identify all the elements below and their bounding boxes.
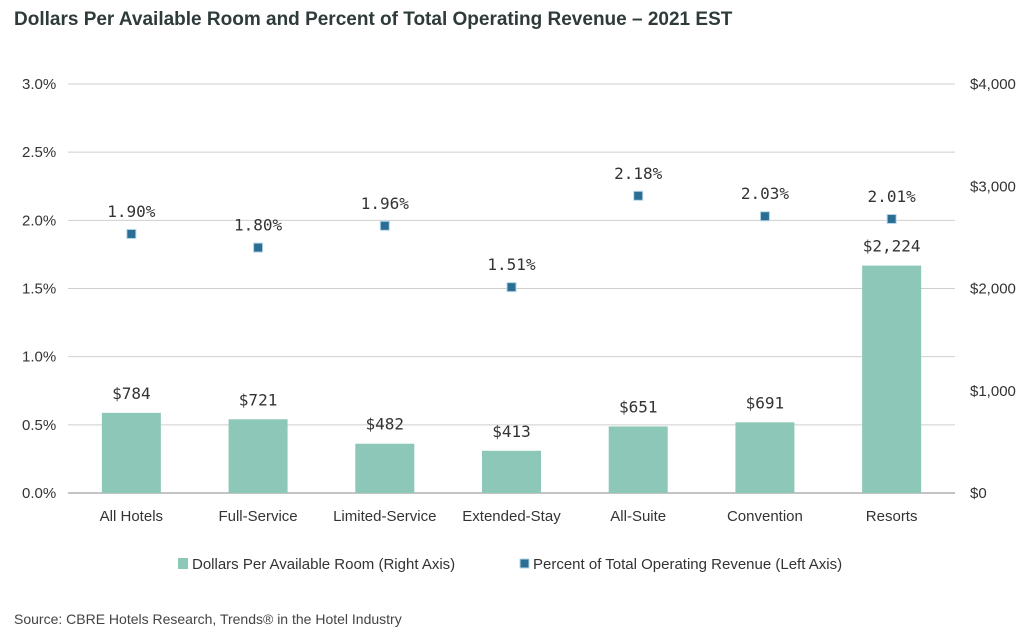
bar-value-label: $784 <box>112 384 151 403</box>
percent-marker <box>886 213 897 224</box>
right-axis-tick-label: $2,000 <box>970 281 1016 298</box>
bar-value-label: $482 <box>366 415 405 434</box>
bar-full-service <box>228 419 288 493</box>
bar-value-label: $651 <box>619 397 658 416</box>
bar-value-label: $691 <box>746 393 785 412</box>
category-label: Convention <box>727 508 803 525</box>
percent-marker <box>759 211 770 222</box>
category-label: Limited-Service <box>333 508 436 525</box>
left-axis-tick-label: 2.5% <box>22 144 56 161</box>
bar-convention <box>735 422 795 493</box>
left-axis-tick-label: 1.0% <box>22 349 56 366</box>
source-note: Source: CBRE Hotels Research, Trends® in… <box>14 611 402 627</box>
percent-value-label: 1.51% <box>487 255 536 274</box>
legend-label-marker: Percent of Total Operating Revenue (Left… <box>533 556 842 573</box>
category-label: Extended-Stay <box>462 508 561 525</box>
bar-value-label: $721 <box>239 390 278 409</box>
chart-title: Dollars Per Available Room and Percent o… <box>14 9 733 30</box>
percent-value-label: 1.96% <box>361 194 410 213</box>
percent-value-label: 1.80% <box>234 216 283 235</box>
left-axis-tick-label: 2.0% <box>22 212 56 229</box>
left-axis-tick-label: 1.5% <box>22 281 56 298</box>
percent-value-label: 2.18% <box>614 164 663 183</box>
legend-swatch-marker <box>519 558 530 569</box>
left-axis-tick-label: 0.5% <box>22 417 56 434</box>
legend-label-bar: Dollars Per Available Room (Right Axis) <box>192 556 455 573</box>
percent-marker <box>506 282 517 293</box>
right-axis-tick-label: $1,000 <box>970 383 1016 400</box>
percent-marker <box>633 190 644 201</box>
category-label: Full-Service <box>218 508 297 525</box>
left-axis-tick-label: 0.0% <box>22 485 56 502</box>
percent-value-label: 2.03% <box>741 184 790 203</box>
bar-limited-service <box>355 443 415 493</box>
left-axis-tick-label: 3.0% <box>22 76 56 93</box>
bar-extended-stay <box>482 450 541 493</box>
percent-marker <box>253 242 264 253</box>
category-label: All-Suite <box>610 508 666 525</box>
right-axis-tick-label: $0 <box>970 485 987 502</box>
bar-resorts <box>862 265 922 493</box>
right-axis-tick-label: $4,000 <box>970 76 1016 93</box>
bar-all-hotels <box>101 412 161 493</box>
bar-all-suite <box>608 426 668 493</box>
bar-value-label: $2,224 <box>863 237 921 256</box>
percent-marker <box>126 228 137 239</box>
bar-value-label: $413 <box>492 422 531 441</box>
percent-value-label: 2.01% <box>868 187 917 206</box>
percent-value-label: 1.90% <box>107 202 156 221</box>
percent-marker <box>379 220 390 231</box>
right-axis-tick-label: $3,000 <box>970 178 1016 195</box>
legend-swatch-bar <box>178 558 188 569</box>
category-label: All Hotels <box>100 508 163 525</box>
category-label: Resorts <box>866 508 918 525</box>
